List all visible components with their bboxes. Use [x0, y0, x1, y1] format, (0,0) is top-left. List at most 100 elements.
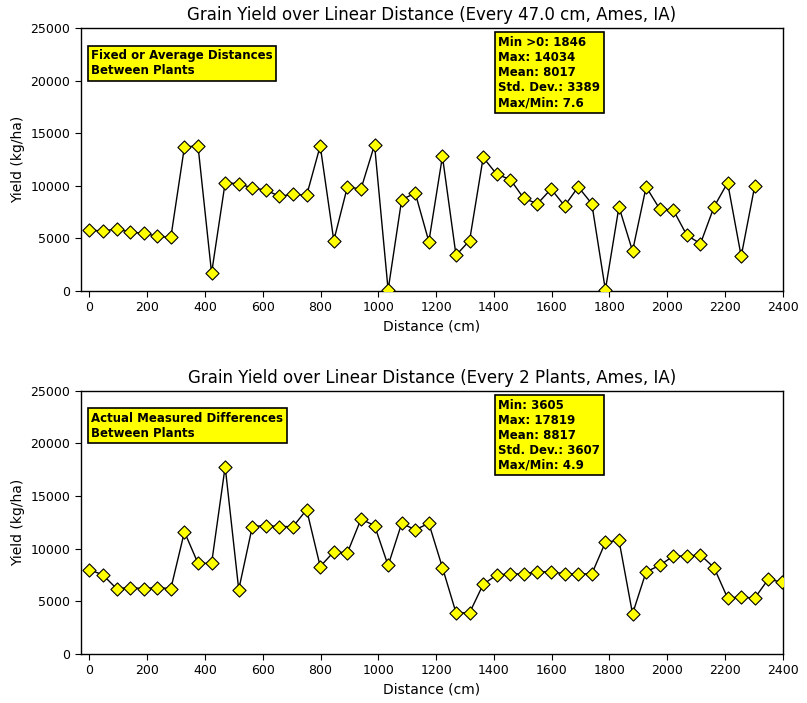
Point	[748, 593, 761, 604]
Point	[395, 518, 408, 529]
Point	[572, 568, 585, 579]
Point	[477, 579, 490, 590]
Point	[613, 534, 625, 546]
Point	[97, 226, 110, 237]
Y-axis label: Yield (kg/ha): Yield (kg/ha)	[10, 116, 25, 203]
Point	[517, 568, 530, 579]
Point	[137, 583, 150, 594]
Point	[409, 524, 422, 535]
Point	[328, 546, 341, 557]
Point	[395, 194, 408, 205]
Point	[165, 583, 178, 594]
Point	[246, 182, 259, 193]
Point	[694, 238, 707, 250]
Point	[748, 180, 761, 191]
Point	[477, 152, 490, 163]
Point	[626, 245, 639, 257]
Point	[259, 520, 272, 531]
Point	[734, 591, 747, 602]
Point	[341, 547, 353, 558]
Point	[721, 593, 734, 604]
Point	[449, 250, 462, 261]
X-axis label: Distance (cm): Distance (cm)	[383, 683, 480, 697]
Point	[83, 564, 96, 575]
Point	[354, 183, 367, 195]
Point	[667, 205, 679, 216]
Point	[273, 191, 286, 202]
Point	[734, 251, 747, 262]
Point	[178, 526, 191, 537]
Point	[178, 141, 191, 153]
Point	[531, 566, 544, 577]
Point	[354, 514, 367, 525]
Point	[328, 235, 341, 246]
Point	[341, 181, 353, 193]
Point	[382, 560, 395, 571]
Point	[653, 560, 666, 571]
Point	[653, 203, 666, 214]
Point	[449, 607, 462, 619]
Point	[708, 562, 721, 573]
Point	[205, 557, 218, 569]
Point	[504, 568, 516, 579]
Point	[273, 521, 286, 532]
Point	[667, 550, 679, 562]
Point	[531, 198, 544, 209]
Point	[803, 557, 807, 569]
Point	[409, 188, 422, 199]
Point	[558, 200, 571, 212]
Point	[463, 607, 476, 619]
Point	[205, 268, 218, 279]
Point	[110, 583, 123, 594]
Point	[246, 521, 259, 532]
Point	[491, 169, 504, 180]
Point	[517, 193, 530, 204]
Point	[83, 224, 96, 236]
Point	[694, 549, 707, 560]
Point	[585, 568, 598, 579]
Point	[286, 521, 299, 532]
Point	[680, 550, 693, 562]
Point	[640, 566, 653, 577]
Point	[463, 235, 476, 246]
Point	[422, 518, 435, 529]
Point	[640, 181, 653, 193]
Point	[626, 608, 639, 619]
Point	[110, 224, 123, 235]
Point	[123, 582, 136, 593]
Point	[219, 461, 232, 472]
Point	[151, 582, 164, 593]
Point	[422, 236, 435, 247]
Point	[314, 561, 327, 572]
Point	[300, 504, 313, 515]
Y-axis label: Yield (kg/ha): Yield (kg/ha)	[10, 479, 25, 566]
Point	[504, 174, 516, 185]
Point	[191, 141, 204, 152]
Point	[599, 284, 612, 295]
Point	[572, 181, 585, 193]
Point	[232, 178, 245, 189]
Point	[123, 226, 136, 238]
Point	[762, 574, 775, 585]
Point	[219, 177, 232, 188]
Point	[314, 141, 327, 152]
Point	[708, 201, 721, 212]
Point	[436, 562, 449, 573]
Point	[585, 198, 598, 209]
Point	[259, 184, 272, 195]
Point	[232, 584, 245, 595]
Point	[165, 232, 178, 243]
Point	[558, 568, 571, 579]
Point	[137, 228, 150, 239]
Point	[191, 557, 204, 569]
Point	[613, 201, 625, 212]
Point	[721, 177, 734, 188]
Point	[300, 190, 313, 201]
Text: Fixed or Average Distances
Between Plants: Fixed or Average Distances Between Plant…	[91, 49, 273, 77]
Point	[286, 188, 299, 200]
Point	[97, 569, 110, 581]
Point	[368, 139, 381, 150]
Point	[545, 183, 558, 195]
Point	[776, 576, 788, 588]
Title: Grain Yield over Linear Distance (Every 47.0 cm, Ames, IA): Grain Yield over Linear Distance (Every …	[187, 6, 676, 24]
